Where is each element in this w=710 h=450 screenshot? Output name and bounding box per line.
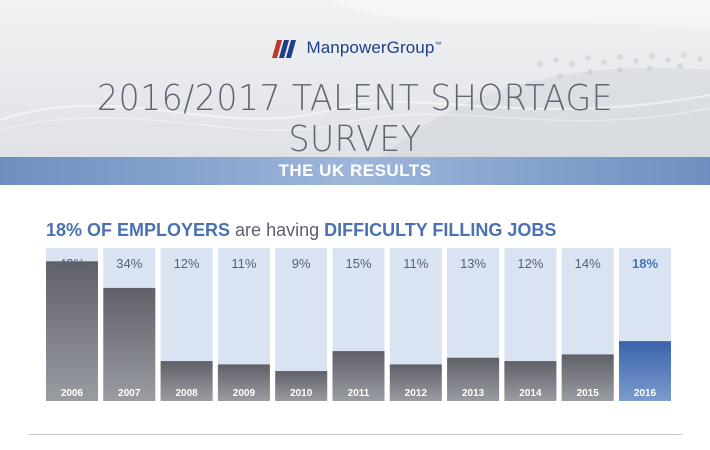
bar-2006 bbox=[46, 261, 98, 401]
brand-lockup: ManpowerGroup™ bbox=[0, 36, 710, 60]
bar-2013 bbox=[447, 357, 500, 401]
value-label-2016: 18% bbox=[632, 256, 658, 271]
brand-name: ManpowerGroup™ bbox=[306, 38, 442, 57]
bar-2008 bbox=[160, 361, 213, 401]
manpowergroup-logo-icon bbox=[272, 40, 297, 58]
headline-emphasis-difficulty: DIFFICULTY FILLING JOBS bbox=[324, 220, 557, 240]
chart-headline: 18% OF EMPLOYERS are having DIFFICULTY F… bbox=[46, 220, 556, 241]
bar-2009 bbox=[217, 364, 270, 401]
bottom-divider bbox=[28, 434, 682, 435]
value-label-2014: 12% bbox=[517, 256, 543, 271]
category-label-2013: 2013 bbox=[462, 388, 485, 399]
bar-chart: 42% 2006 34% 2007 12% 2008 11% 2009 9% 2010 15% 201… bbox=[46, 248, 671, 401]
bar-2010 bbox=[275, 371, 328, 401]
trademark-mark: ™ bbox=[434, 41, 442, 49]
bar-2014 bbox=[504, 361, 557, 401]
survey-title: 2016/2017 TALENT SHORTAGE SURVEY bbox=[97, 78, 613, 160]
bar-2012 bbox=[389, 364, 442, 401]
headline-emphasis-employers: 18% OF EMPLOYERS bbox=[46, 220, 231, 240]
value-label-2009: 11% bbox=[231, 256, 256, 271]
category-label-2014: 2014 bbox=[519, 388, 542, 399]
category-label-2006: 2006 bbox=[61, 388, 84, 399]
results-band-label: THE UK RESULTS bbox=[278, 161, 432, 180]
category-label-2011: 2011 bbox=[348, 388, 370, 399]
header-background bbox=[0, 0, 710, 158]
results-band: THE UK RESULTS bbox=[0, 157, 710, 185]
value-label-2006: 42% bbox=[59, 256, 85, 271]
value-label-2007: 34% bbox=[116, 256, 142, 271]
bar-2011 bbox=[332, 351, 385, 401]
category-label-2016: 2016 bbox=[634, 388, 657, 399]
category-label-2012: 2012 bbox=[405, 388, 428, 399]
category-label-2009: 2009 bbox=[233, 388, 256, 399]
value-label-2010: 9% bbox=[292, 256, 311, 271]
value-label-2013: 13% bbox=[460, 256, 486, 271]
category-label-2007: 2007 bbox=[118, 388, 141, 399]
category-label-2010: 2010 bbox=[290, 388, 313, 399]
category-label-2015: 2015 bbox=[577, 388, 600, 399]
headline-connector: are having bbox=[230, 220, 325, 240]
bar-2007 bbox=[103, 287, 156, 401]
category-label-2008: 2008 bbox=[175, 388, 198, 399]
bar-2016 bbox=[619, 341, 671, 401]
value-label-2011: 15% bbox=[345, 256, 371, 271]
header-wave-decoration bbox=[0, 0, 710, 158]
value-label-2015: 14% bbox=[575, 256, 601, 271]
bar-2015 bbox=[561, 354, 614, 401]
value-label-2008: 12% bbox=[174, 256, 200, 271]
value-label-2012: 11% bbox=[403, 256, 428, 271]
